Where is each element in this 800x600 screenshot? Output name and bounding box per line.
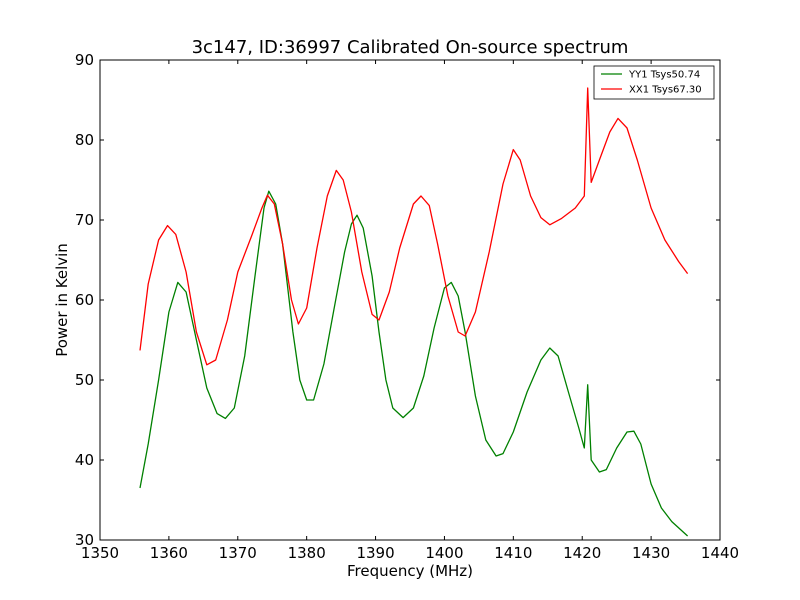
y-tick-label: 50 (75, 371, 94, 389)
chart-title: 3c147, ID:36997 Calibrated On-source spe… (192, 37, 629, 58)
legend-box (593, 65, 715, 100)
x-axis: 1350 1360 1370 1380 1390 1400 1410 1420 1430 1440 (81, 60, 739, 562)
x-tick-label: 1380 (288, 544, 326, 562)
y-tick-label: 80 (75, 131, 94, 149)
x-tick-label: 1400 (425, 544, 463, 562)
x-tick-label: 1370 (219, 544, 257, 562)
legend: YY1 Tsys50.74 XX1 Tsys67.30 (593, 65, 715, 100)
plot-background (100, 60, 720, 540)
series-line-0 (139, 190, 689, 537)
series-line-1 (139, 87, 689, 366)
y-tick-label: 60 (75, 291, 94, 309)
x-tick-label: 1360 (150, 544, 188, 562)
y-axis: 30 40 50 60 70 80 90 (75, 51, 720, 549)
series-group (139, 87, 689, 537)
legend-label-0: YY1 Tsys50.74 (628, 70, 700, 81)
y-tick-label: 90 (75, 51, 94, 69)
y-tick-label: 30 (75, 531, 94, 549)
y-tick-label: 40 (75, 451, 94, 469)
x-tick-label: 1420 (563, 544, 601, 562)
x-tick-label: 1430 (632, 544, 670, 562)
y-axis-label: Power in Kelvin (53, 243, 71, 357)
x-tick-label: 1440 (701, 544, 739, 562)
x-tick-label: 1350 (81, 544, 119, 562)
x-axis-label: Frequency (MHz) (347, 562, 473, 580)
legend-label-1: XX1 Tsys67.30 (629, 85, 702, 96)
y-tick-label: 70 (75, 211, 94, 229)
x-tick-label: 1410 (494, 544, 532, 562)
x-tick-label: 1390 (356, 544, 394, 562)
